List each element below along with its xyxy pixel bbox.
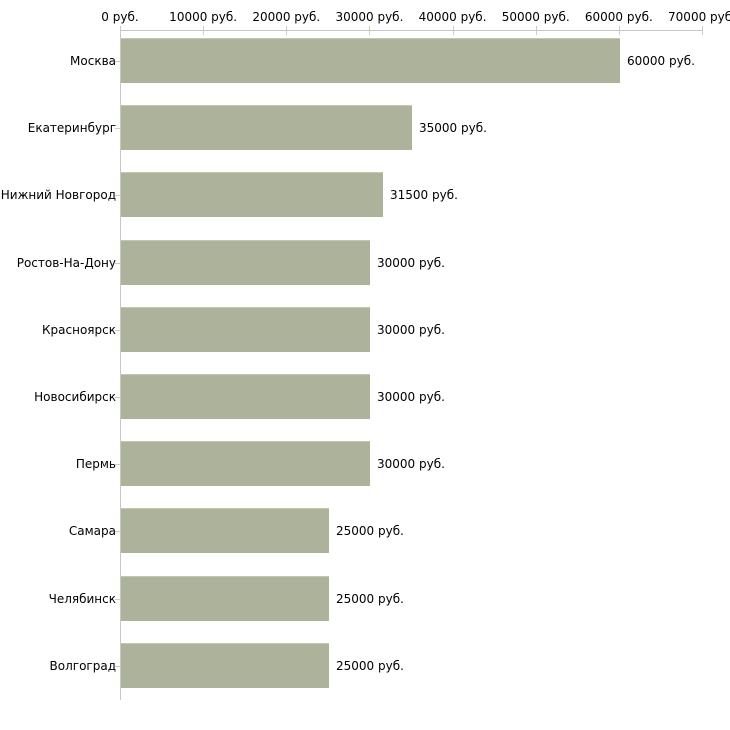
category-label: Москва — [70, 54, 116, 68]
x-axis-tick-mark — [452, 26, 454, 35]
x-tick-label: 60000 руб. — [584, 10, 653, 24]
x-tick-label: 0 руб. — [101, 10, 139, 24]
x-tick-label: 70000 руб. — [668, 10, 730, 24]
value-label: 31500 руб. — [390, 188, 458, 202]
x-axis-tick-mark — [535, 26, 537, 35]
category-tick-mark — [115, 195, 121, 196]
bar — [121, 172, 383, 217]
value-label: 25000 руб. — [336, 592, 404, 606]
category-tick-mark — [115, 666, 121, 667]
category-label: Волгоград — [49, 659, 116, 673]
x-axis-tick-mark — [286, 26, 288, 35]
x-axis-tick-mark — [203, 26, 205, 35]
category-tick-mark — [115, 599, 121, 600]
value-label: 25000 руб. — [336, 524, 404, 538]
x-tick-label: 50000 руб. — [501, 10, 570, 24]
category-tick-mark — [115, 128, 121, 129]
category-tick-mark — [115, 61, 121, 62]
bar — [121, 105, 412, 150]
category-label: Пермь — [75, 457, 116, 471]
bar — [121, 441, 370, 486]
category-tick-mark — [115, 397, 121, 398]
bar — [121, 374, 370, 419]
category-label: Красноярск — [42, 323, 116, 337]
category-tick-mark — [115, 330, 121, 331]
x-axis-tick-mark — [369, 26, 371, 35]
value-label: 35000 руб. — [419, 121, 487, 135]
x-tick-label: 40000 руб. — [418, 10, 487, 24]
category-label: Челябинск — [48, 592, 116, 606]
x-tick-label: 30000 руб. — [335, 10, 404, 24]
bar — [121, 240, 370, 285]
category-label: Нижний Новгород — [0, 188, 116, 202]
bar — [121, 643, 329, 688]
value-label: 60000 руб. — [627, 54, 695, 68]
bar — [121, 576, 329, 621]
bar — [121, 508, 329, 553]
category-label: Самара — [68, 524, 116, 538]
category-label: Новосибирск — [34, 390, 116, 404]
x-axis-tick-mark — [618, 26, 620, 35]
x-axis-tick-mark — [120, 26, 121, 35]
x-tick-label: 20000 руб. — [252, 10, 321, 24]
value-label: 30000 руб. — [377, 457, 445, 471]
value-label: 30000 руб. — [377, 256, 445, 270]
value-label: 25000 руб. — [336, 659, 404, 673]
category-tick-mark — [115, 464, 121, 465]
x-tick-label: 10000 руб. — [169, 10, 238, 24]
bar — [121, 307, 370, 352]
value-label: 30000 руб. — [377, 390, 445, 404]
category-label: Ростов-На-Дону — [16, 256, 116, 270]
category-label: Екатеринбург — [27, 121, 116, 135]
category-tick-mark — [115, 263, 121, 264]
x-axis-tick-mark — [702, 26, 703, 35]
y-axis-line — [120, 26, 121, 700]
x-axis-line — [120, 30, 703, 31]
value-label: 30000 руб. — [377, 323, 445, 337]
category-tick-mark — [115, 531, 121, 532]
bar — [121, 38, 620, 83]
